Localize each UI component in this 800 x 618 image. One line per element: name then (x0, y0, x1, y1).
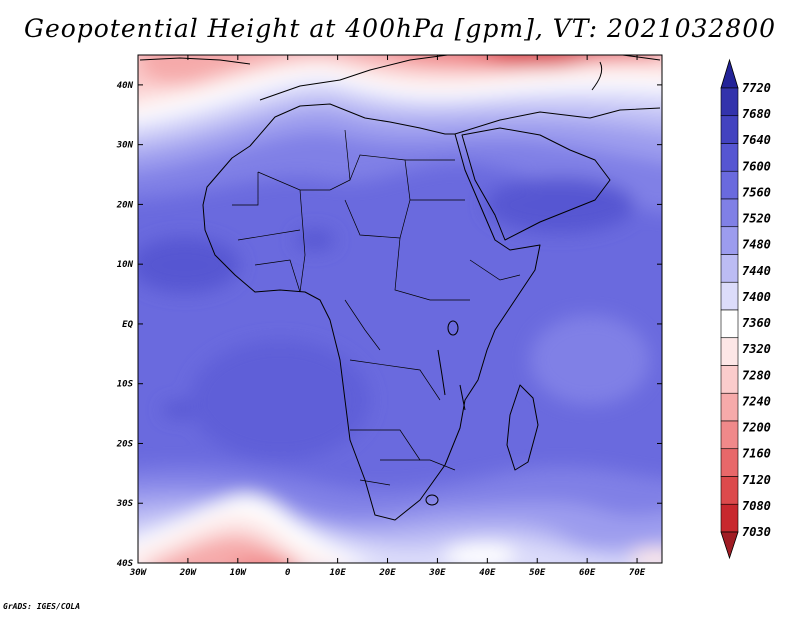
colorbar-swatch (720, 448, 739, 477)
y-tick-label: 10N (117, 260, 134, 270)
x-tick-label: 40E (479, 568, 496, 578)
colorbar-label: 7720 (742, 81, 771, 95)
colorbar-label: 7080 (742, 499, 771, 513)
colorbar-label: 7600 (742, 159, 771, 173)
height-field (138, 55, 662, 563)
colorbar-label: 7560 (742, 185, 771, 199)
x-tick-label: 10W (230, 568, 248, 578)
colorbar-swatch (720, 309, 739, 339)
colorbar-arrow-bottom (720, 531, 739, 560)
x-tick-label: 20W (179, 568, 198, 578)
y-tick-label: 30N (116, 141, 134, 151)
colorbar-label: 7030 (742, 525, 771, 539)
y-tick-label: 20S (116, 439, 134, 449)
x-tick-label: 30W (129, 568, 148, 578)
y-tick-label: 40N (117, 81, 134, 91)
colorbar-label: 7640 (742, 133, 771, 147)
colorbar-label: 7240 (742, 394, 771, 408)
x-tick-label: 70E (629, 568, 646, 578)
colorbar-label: 7120 (742, 473, 771, 487)
colorbar-label: 7400 (742, 290, 771, 304)
x-tick-label: 20E (378, 568, 396, 578)
x-tick-label: 50E (529, 568, 546, 578)
chart-title: Geopotential Height at 400hPa [gpm], VT:… (23, 14, 777, 43)
y-tick-label: EQ (122, 320, 133, 330)
colorbar-swatch (720, 254, 739, 283)
colorbar-swatch (720, 503, 739, 533)
colorbar-label: 7360 (742, 316, 771, 330)
colorbar-label: 7520 (742, 212, 771, 226)
colorbar-swatch (720, 226, 739, 255)
colorbar-swatch (720, 365, 739, 394)
colorbar-swatch (720, 170, 739, 200)
x-tick-label: 10E (329, 568, 346, 578)
map-frame (137, 54, 663, 564)
colorbar-label: 7280 (742, 368, 771, 382)
colorbar: 7720 7680 7640 7600 7560 7520 7480 7440 7400 7360… (720, 58, 771, 560)
colorbar-swatch (720, 87, 739, 117)
colorbar-label: 7680 (742, 107, 771, 121)
colorbar-swatch (720, 476, 739, 505)
y-tick-label: 20N (116, 200, 134, 210)
colorbar-label: 7320 (742, 342, 771, 356)
colorbar-swatch (720, 198, 739, 228)
colorbar-swatch (720, 143, 739, 172)
x-tick-label: 60E (579, 568, 596, 578)
y-axis: 40S 30S 20S 10S EQ 10N 20N 30N 40N (116, 81, 662, 569)
colorbar-swatch (720, 337, 739, 366)
colorbar-label: 7200 (742, 421, 771, 435)
colorbar-swatch (720, 420, 739, 450)
grads-credit: GrADS: IGES/COLA (3, 602, 81, 611)
y-tick-label: 40S (117, 559, 134, 569)
country-borders (232, 129, 521, 486)
colorbar-swatch (720, 281, 739, 311)
y-tick-label: 30S (116, 499, 134, 509)
x-tick-label: 30E (428, 568, 446, 578)
x-axis: 30W 20W 10W 0 10E 20E 30E 40E 50E 60E 70E (129, 55, 646, 578)
y-tick-label: 10S (117, 380, 134, 390)
colorbar-label: 7440 (742, 264, 771, 278)
coastlines (139, 55, 661, 521)
colorbar-swatch (720, 392, 739, 422)
colorbar-arrow-top (720, 58, 739, 89)
x-tick-label: 0 (285, 568, 291, 578)
colorbar-label: 7160 (742, 447, 771, 461)
colorbar-label: 7480 (742, 238, 771, 252)
colorbar-swatch (720, 115, 739, 144)
